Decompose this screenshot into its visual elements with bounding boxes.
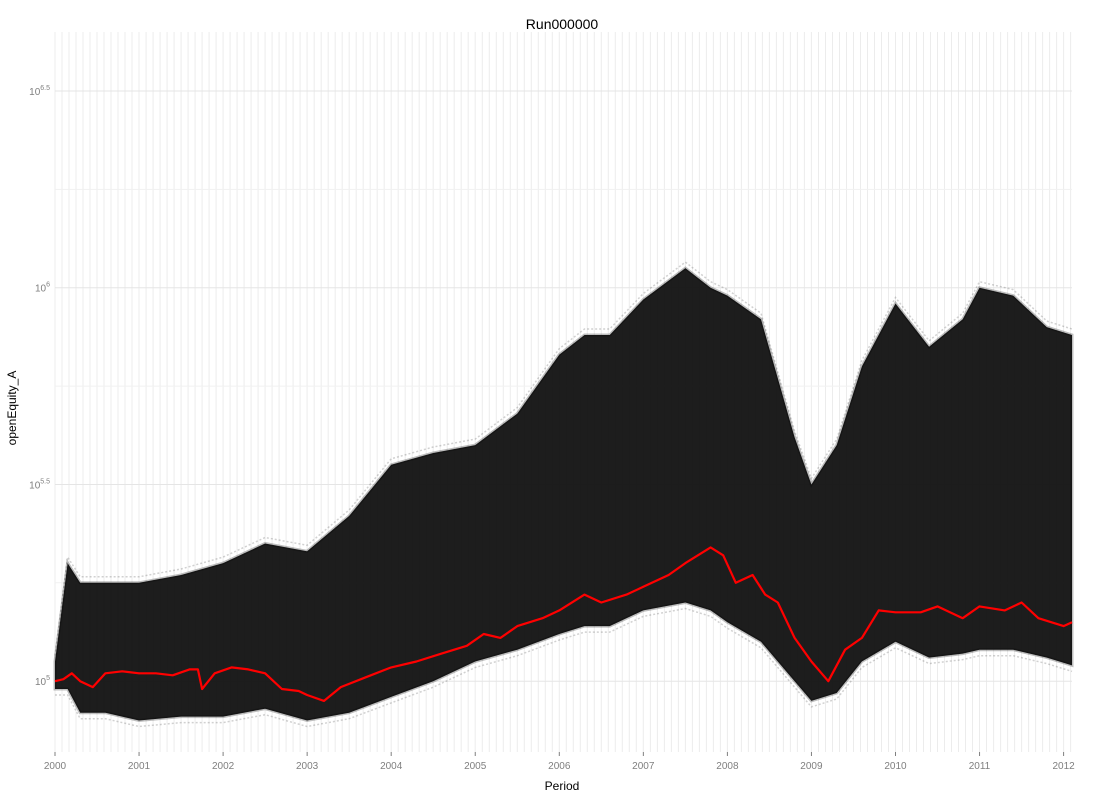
x-tick-label: 2006 [548, 761, 571, 772]
x-tick-label: 2002 [212, 761, 235, 772]
y-tick-label: 105 [35, 675, 50, 688]
y-tick-exponent: 6.5 [40, 85, 50, 92]
y-axis-title: openEquity_A [5, 371, 19, 446]
y-tick-label: 105.5 [29, 479, 50, 492]
y-tick-exponent: 5 [46, 675, 50, 682]
y-tick-exponent: 5.5 [40, 479, 50, 486]
y-tick-base: 10 [29, 87, 41, 98]
highlight-series-line [54, 546, 1073, 702]
x-tick-label: 2001 [128, 761, 151, 772]
x-tick-label: 2010 [884, 761, 907, 772]
x-tick-label: 2009 [800, 761, 823, 772]
y-tick-base: 10 [29, 481, 41, 492]
x-tick-label: 2007 [632, 761, 655, 772]
y-tick-label: 106 [35, 282, 50, 295]
x-tick-label: 2003 [296, 761, 319, 772]
y-tick-exponent: 6 [46, 282, 50, 289]
x-tick-label: 2011 [969, 761, 991, 772]
x-axis-title: Period [545, 779, 580, 793]
chart-title: Run000000 [526, 16, 599, 32]
y-tick-base: 10 [35, 677, 47, 688]
y-tick-base: 10 [35, 284, 47, 295]
data-layer [53, 261, 1074, 728]
simulation-band [53, 266, 1074, 723]
simulation-outlier-lower [55, 607, 1073, 728]
x-tick-label: 2012 [1052, 761, 1075, 772]
x-tick-label: 2005 [464, 761, 487, 772]
x-tick-label: 2004 [380, 761, 403, 772]
x-tick-label: 2000 [44, 761, 67, 772]
x-tick-label: 2008 [716, 761, 739, 772]
simulation-outlier-upper [54, 261, 1073, 656]
axis-layer: 2000 2001 2002 2003 2004 2005 2006 2007 2008 2009… [29, 85, 1075, 772]
y-tick-label: 106.5 [29, 85, 50, 98]
